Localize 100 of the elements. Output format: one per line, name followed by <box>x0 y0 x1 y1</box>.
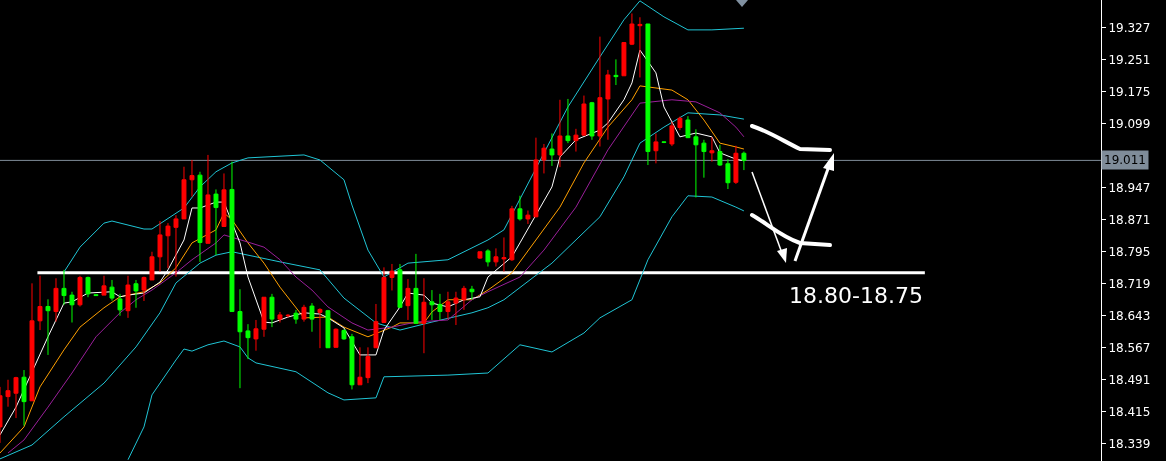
candlestick <box>205 154 211 244</box>
candlestick <box>557 99 563 168</box>
candlestick <box>317 307 323 349</box>
candlestick <box>549 132 555 167</box>
candlestick <box>37 275 43 331</box>
ref-line-label: 19.011 <box>1104 153 1146 167</box>
candlestick <box>517 195 523 222</box>
candlestick <box>157 220 163 273</box>
y-tick-label: 18.719 <box>1108 276 1151 291</box>
candlestick <box>605 69 611 141</box>
candlestick <box>365 346 371 384</box>
candlestick <box>133 279 139 309</box>
candlestick <box>5 379 11 408</box>
candlestick <box>261 296 267 338</box>
candlestick <box>637 16 643 78</box>
candlestick <box>269 293 275 328</box>
candlestick <box>469 285 475 301</box>
candlestick <box>253 319 259 352</box>
candlestick <box>693 128 699 198</box>
candlestick <box>85 276 91 298</box>
candlestick <box>189 159 195 198</box>
line-series <box>63 0 745 278</box>
candlestick <box>509 205 515 262</box>
candlestick <box>69 291 75 323</box>
candlestick <box>741 151 747 171</box>
candlestick <box>197 171 203 263</box>
candlestick <box>621 42 627 77</box>
y-tick-label: 18.947 <box>1108 180 1151 195</box>
candlestick <box>493 247 499 267</box>
candlestick <box>445 291 451 320</box>
candlestick <box>221 172 227 227</box>
candlestick <box>717 144 723 167</box>
candlestick <box>21 369 27 427</box>
candlestick <box>733 145 739 185</box>
candlestick <box>309 302 315 333</box>
candlestick <box>421 277 427 354</box>
candlestick <box>645 23 651 166</box>
candlestick <box>245 323 251 360</box>
candlestick <box>725 158 731 190</box>
candlestick <box>125 275 131 319</box>
candlestick <box>653 132 659 164</box>
candlestick <box>453 291 459 326</box>
candlestick <box>213 188 219 256</box>
candlestick <box>685 115 691 139</box>
y-tick-label: 18.415 <box>1108 404 1151 419</box>
candlestick <box>405 278 411 321</box>
candlestick <box>581 95 587 136</box>
candlestick <box>173 214 179 278</box>
line-series <box>127 195 745 461</box>
candlestick <box>565 98 571 144</box>
candlestick <box>53 277 59 323</box>
candlestick <box>45 298 51 356</box>
candlestick <box>397 263 403 308</box>
y-tick-label: 18.491 <box>1108 372 1151 387</box>
y-tick-label: 18.339 <box>1108 436 1151 451</box>
candlestick <box>461 285 467 311</box>
text: 18.80-18.75 <box>789 283 923 308</box>
candlestick <box>101 275 107 296</box>
candlestick <box>573 128 579 153</box>
y-tick-label: 18.871 <box>1108 212 1151 227</box>
candlestick <box>277 311 283 323</box>
candlestick <box>165 222 171 269</box>
candlestick <box>389 263 395 291</box>
candlestick <box>109 279 115 302</box>
candlestick <box>341 328 347 341</box>
candlestick <box>701 139 707 179</box>
candlestick <box>541 143 547 174</box>
candlestick <box>229 161 235 313</box>
candlestick <box>669 121 675 147</box>
y-tick-label: 18.643 <box>1108 308 1151 323</box>
y-tick-label: 19.099 <box>1108 116 1151 131</box>
candlestick <box>629 12 635 46</box>
candlestick <box>677 116 683 131</box>
candlestick <box>149 251 155 281</box>
candlestick <box>437 293 443 321</box>
y-tick-label: 18.795 <box>1108 244 1151 259</box>
y-tick-label: 18.567 <box>1108 340 1151 355</box>
candlestick <box>349 333 355 390</box>
candlestick <box>429 289 435 321</box>
candlestick <box>325 309 331 349</box>
candlestick <box>285 313 291 318</box>
candlestick <box>533 137 539 218</box>
candlestick <box>613 58 619 86</box>
candlestick <box>141 276 147 302</box>
candlestick <box>237 288 243 389</box>
candlestick <box>301 304 307 323</box>
candlestick <box>333 327 339 348</box>
candlestick <box>381 266 387 323</box>
candlestick <box>477 251 483 260</box>
y-tick-label: 19.251 <box>1108 52 1151 67</box>
candlestick <box>293 309 299 325</box>
y-tick-label: 19.175 <box>1108 84 1151 99</box>
candlestick <box>413 253 419 324</box>
candlestick <box>589 101 595 141</box>
y-tick-label: 19.327 <box>1108 20 1151 35</box>
candlestick <box>485 248 491 267</box>
candlestick <box>13 376 19 419</box>
candlestick <box>709 136 715 163</box>
candlestick <box>501 236 507 273</box>
candlestick <box>29 282 35 402</box>
